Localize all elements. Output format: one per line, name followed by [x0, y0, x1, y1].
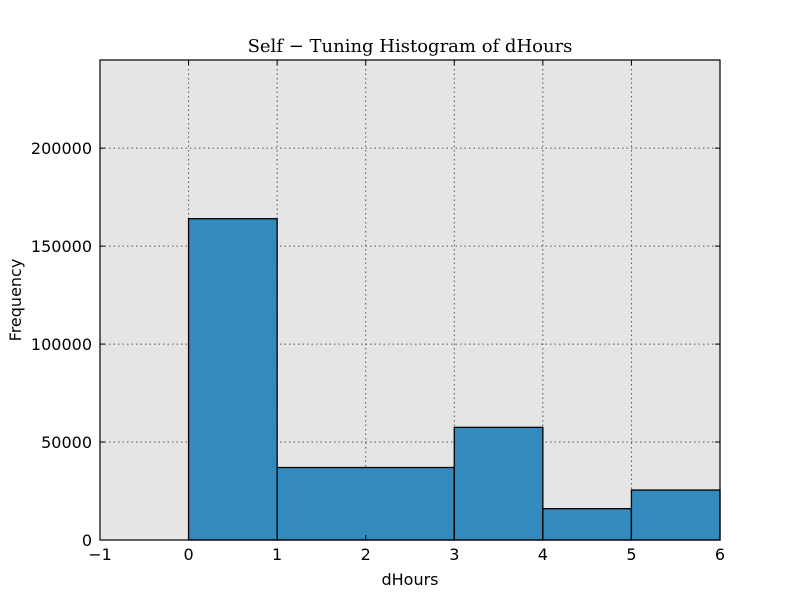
histogram-bar — [187, 218, 278, 541]
x-tick-label: 1 — [272, 545, 282, 564]
y-tick-label: 150000 — [31, 237, 92, 256]
y-tick-label: 200000 — [31, 139, 92, 158]
x-tick-label: −1 — [88, 545, 112, 564]
y-axis-label: Frequency — [6, 259, 25, 342]
histogram-bar — [453, 426, 544, 541]
x-tick-label: 2 — [361, 545, 371, 564]
plot-frame — [99, 59, 721, 541]
x-tick-label: 5 — [626, 545, 636, 564]
histogram-bar — [630, 489, 721, 541]
x-tick-label: 6 — [715, 545, 725, 564]
x-tick-label: 0 — [183, 545, 193, 564]
x-tick-label: 3 — [449, 545, 459, 564]
y-tick-label: 0 — [82, 531, 92, 550]
y-tick-label: 100000 — [31, 335, 92, 354]
y-tick-label: 50000 — [41, 433, 92, 452]
y-tick-labels: 0 50000 100000 150000 200000 — [31, 139, 92, 550]
axis-ticks — [99, 60, 721, 541]
x-tick-labels: −1 0 1 2 3 4 5 6 — [88, 545, 725, 564]
histogram-bars — [187, 218, 721, 541]
chart-title: Self − Tuning Histogram of dHours — [248, 36, 573, 57]
x-axis-label: dHours — [381, 570, 438, 589]
histogram-bar — [276, 466, 455, 541]
histogram-bar — [542, 508, 633, 541]
x-tick-label: 4 — [538, 545, 548, 564]
